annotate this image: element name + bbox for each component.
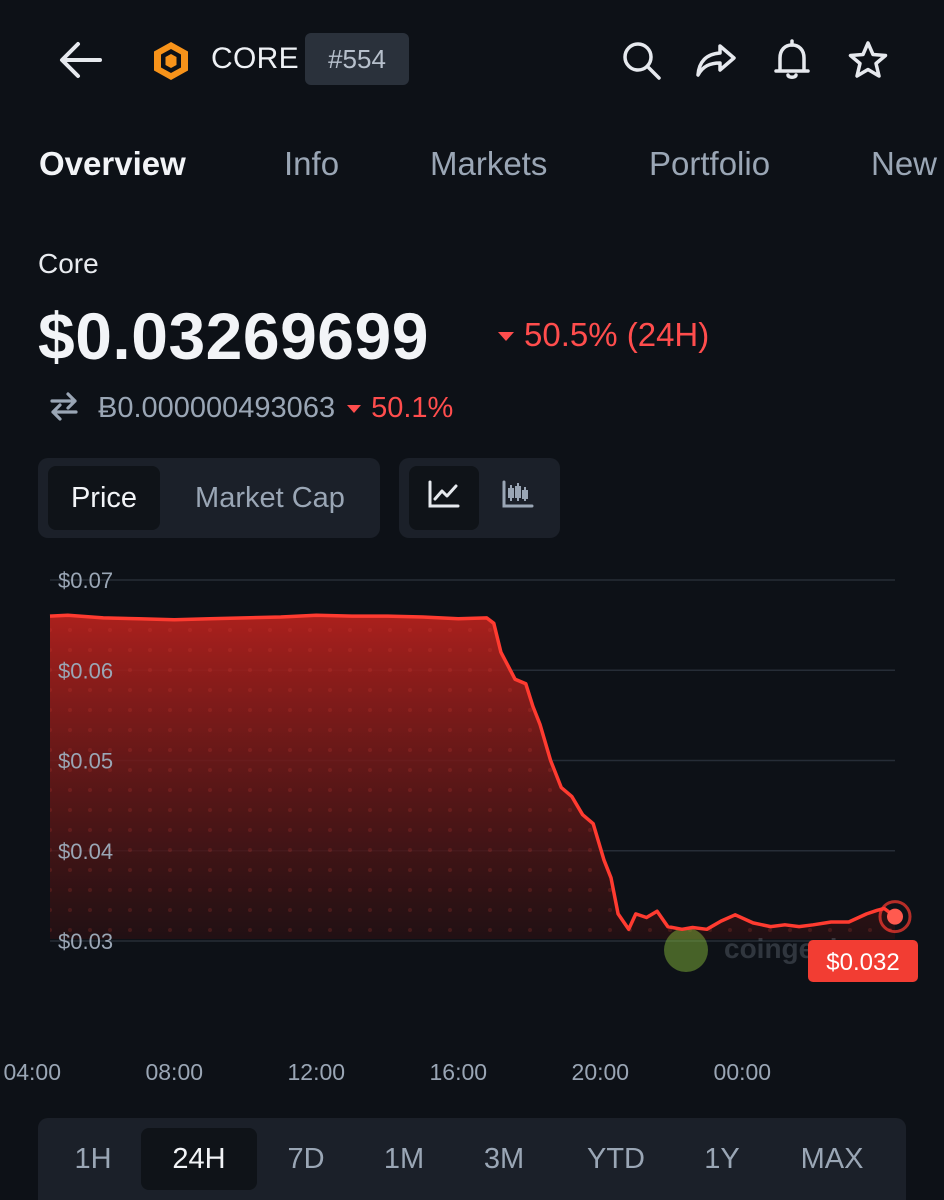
star-icon[interactable] [846, 38, 890, 82]
candlestick-chart-button[interactable] [483, 466, 553, 530]
metric-toggle: Price Market Cap [38, 458, 380, 538]
x-tick-label: 08:00 [145, 1059, 203, 1085]
price-area-texture [50, 615, 895, 939]
x-tick-label: 00:00 [714, 1059, 772, 1085]
x-tick-label: 16:00 [430, 1059, 488, 1085]
range-button-1h[interactable]: 1H [52, 1128, 134, 1190]
btc-change: 50.1% [347, 392, 453, 425]
y-tick-label: $0.06 [58, 658, 113, 683]
chart-type-toggle [399, 458, 560, 538]
tab-bar: Overview Info Markets Portfolio New [0, 145, 944, 195]
back-arrow-icon[interactable] [56, 38, 104, 82]
range-button-max[interactable]: MAX [783, 1128, 881, 1190]
btc-price-row: Ƀ0.000000493063 50.1% [48, 388, 453, 428]
price-chart[interactable]: coingecko $0.07$0.06$0.05$0.04$0.03 04:0… [0, 560, 944, 1100]
top-bar: CORE #554 [0, 0, 944, 120]
rank-badge: #554 [305, 33, 409, 85]
search-icon[interactable] [619, 38, 663, 82]
price-change-24h: 50.5% (24H) [498, 316, 709, 354]
tab-markets[interactable]: Markets [430, 145, 547, 183]
price-toggle-button[interactable]: Price [48, 466, 160, 530]
tab-portfolio[interactable]: Portfolio [649, 145, 770, 183]
line-chart-icon [427, 479, 461, 517]
tab-info[interactable]: Info [284, 145, 339, 183]
down-triangle-icon [498, 332, 514, 341]
bell-icon[interactable] [770, 38, 814, 82]
last-price-label: $0.032 [826, 949, 899, 976]
range-button-7d[interactable]: 7D [266, 1128, 346, 1190]
down-triangle-icon [347, 405, 361, 413]
y-tick-label: $0.07 [58, 568, 113, 593]
range-button-ytd[interactable]: YTD [567, 1128, 665, 1190]
line-chart-button[interactable] [409, 466, 479, 530]
range-button-1y[interactable]: 1Y [681, 1128, 763, 1190]
coin-name: Core [38, 248, 99, 280]
candlestick-chart-icon [501, 479, 535, 517]
price-value: $0.03269699 [38, 298, 429, 374]
swap-icon[interactable] [48, 390, 80, 427]
y-tick-label: $0.05 [58, 749, 113, 774]
y-tick-label: $0.03 [58, 929, 113, 954]
time-range-selector: 1H 24H 7D 1M 3M YTD 1Y MAX [38, 1118, 906, 1200]
share-icon[interactable] [694, 38, 738, 82]
range-button-1m[interactable]: 1M [363, 1128, 445, 1190]
x-tick-label: 04:00 [3, 1059, 61, 1085]
btc-price: Ƀ0.000000493063 [98, 392, 335, 425]
range-button-24h[interactable]: 24H [141, 1128, 257, 1190]
last-point-dot [887, 909, 903, 925]
tab-news[interactable]: New [871, 145, 937, 183]
tab-overview[interactable]: Overview [39, 145, 186, 183]
y-tick-label: $0.04 [58, 839, 113, 864]
price-change-text: 50.5% (24H) [524, 316, 709, 354]
coin-logo [150, 40, 192, 82]
coin-symbol: CORE [211, 42, 299, 76]
range-button-3m[interactable]: 3M [463, 1128, 545, 1190]
x-tick-label: 20:00 [572, 1059, 630, 1085]
x-tick-label: 12:00 [288, 1059, 346, 1085]
market-cap-toggle-button[interactable]: Market Cap [170, 466, 370, 530]
btc-change-text: 50.1% [371, 392, 453, 425]
